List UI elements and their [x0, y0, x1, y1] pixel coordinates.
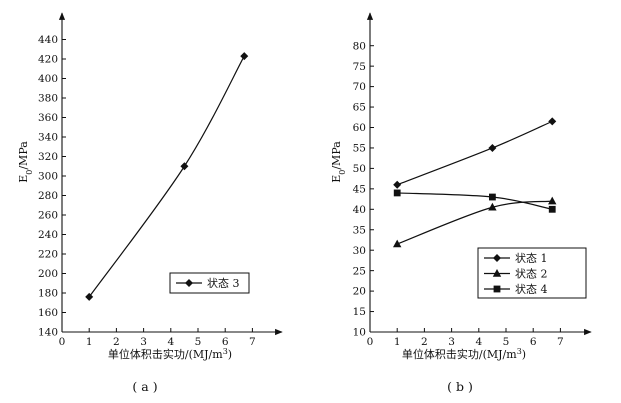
panel-a-y-tick-label: 380 [38, 93, 58, 105]
panel-a-x-tick-label: 5 [195, 336, 202, 348]
panel-b-y-tick-label: 55 [353, 143, 366, 155]
panel-b-series-2-point [393, 239, 402, 248]
panel-b-legend-marker-2 [492, 269, 502, 277]
panel-b-y-tick-label: 65 [353, 102, 366, 114]
panel-b-y-tick-label: 60 [353, 122, 366, 134]
panel-b-y-tick-label: 30 [353, 245, 366, 257]
panel-b-legend-label-3: 状态 4 [515, 282, 548, 296]
panel-a-legend-marker-1 [185, 279, 193, 287]
panel-a-y-tick-label: 320 [38, 151, 58, 163]
chart-panel-b: E0/MPa 单位体积击实功/(MJ/m3) ( b ) 0 1 2 3 4 5 6 7101… [330, 12, 592, 394]
panel-b-y-tick-label: 80 [353, 40, 366, 52]
panel-a-y-tick-label: 300 [38, 171, 58, 183]
panel-b-x-tick-label: 5 [503, 336, 510, 348]
panel-a-x-tick-label: 1 [86, 336, 93, 348]
panel-a-x-tick-label: 0 [59, 336, 66, 348]
panel-a-caption: ( a ) [132, 379, 157, 394]
panel-b-x-tick-label: 0 [367, 336, 374, 348]
panel-b-series-2-point [488, 202, 497, 211]
panel-b-y-tick-label: 15 [353, 306, 366, 318]
panel-a-y-tick-label: 360 [38, 112, 58, 124]
panel-a-legend [169, 272, 250, 294]
chart-panel-a: E0/MPa 单位体积击实功/(MJ/m3) ( a ) 0 1 2 3 4 5 6 7 140… [17, 12, 283, 394]
panel-a-y-tick-label: 340 [38, 132, 58, 144]
panel-b-y-tick-label: 20 [353, 286, 366, 298]
panel-a-ylabel: E0/MPa [17, 141, 34, 183]
panel-b-y-tick-label: 25 [353, 265, 366, 277]
panel-a-y-tick-label: 280 [38, 190, 58, 202]
panel-b-x-tick-label: 7 [557, 336, 564, 348]
panel-a-y-tick-label: 160 [38, 307, 58, 319]
panel-b-caption: ( b ) [447, 379, 473, 394]
panel-a-series-1-point [85, 292, 94, 301]
panel-b-legend-label-2: 状态 2 [515, 267, 548, 281]
panel-a-series-1-line [88, 55, 245, 298]
panel-a-x-tick-label: 7 [249, 336, 256, 348]
panel-b-ylabel: E0/MPa [330, 141, 347, 183]
panel-a-y-tick-label: 240 [38, 229, 58, 241]
panel-b-series-2-point [548, 196, 557, 205]
panel-b-y-tick-label: 40 [353, 204, 366, 216]
panel-b-legend-marker-1 [493, 254, 501, 262]
panel-a-x-tick-label: 6 [222, 336, 229, 348]
panel-a-y-tick-label: 180 [38, 288, 58, 300]
panel-b-x-tick-label: 1 [394, 336, 401, 348]
panel-a-y-tick-label: 400 [38, 73, 58, 85]
panel-a-legend-label-1: 状态 3 [207, 276, 240, 290]
panel-b-series-1-point [488, 143, 497, 152]
panel-a-series-1-point [240, 52, 249, 61]
panel-b-y-tick-label: 45 [353, 183, 366, 195]
panel-b-y-tick-label: 70 [353, 81, 366, 93]
panel-b-series-1-point [393, 180, 402, 189]
panel-a-y-tick-label: 200 [38, 268, 58, 280]
panel-b-legend-marker-3 [493, 285, 501, 293]
panel-b-series-3-line [397, 192, 553, 210]
panel-b-x-tick-label: 6 [530, 336, 537, 348]
panel-b-y-tick-label: 50 [353, 163, 366, 175]
panel-b-x-tick-label: 2 [421, 336, 428, 348]
panel-a-x-tick-label: 4 [167, 336, 174, 348]
panel-a-y-tick-label: 420 [38, 54, 58, 66]
panel-b-series-3-point [489, 193, 496, 201]
panel-b-x-tick-label: 3 [448, 336, 455, 348]
panel-a-y-tick-label: 440 [38, 34, 58, 46]
panel-a-xlabel: 单位体积击实功/(MJ/m3) [108, 347, 232, 362]
panel-b-series-1-line [396, 120, 553, 186]
panel-a-series-1-point [180, 162, 189, 171]
panel-b-series-3-point [548, 205, 556, 213]
panel-b-y-tick-label: 35 [353, 224, 366, 236]
panel-b-y-tick-label: 10 [353, 327, 366, 339]
panel-b-x-tick-label: 4 [475, 336, 482, 348]
panel-a-x-tick-label: 3 [140, 336, 147, 348]
panel-a-y-tick-label: 140 [38, 327, 58, 339]
panel-a-y-tick-label: 260 [38, 210, 58, 222]
panel-b-series-3-point [393, 189, 401, 197]
panel-b-y-tick-label: 75 [353, 61, 366, 73]
panel-a-x-tick-label: 2 [113, 336, 120, 348]
panel-b-series-1-point [548, 117, 557, 126]
panel-b-legend-label-1: 状态 1 [515, 251, 548, 265]
panel-b-series-2-line [396, 200, 553, 245]
panel-b-xlabel: 单位体积击实功/(MJ/m3) [402, 347, 526, 362]
panel-a-y-tick-label: 220 [38, 249, 58, 261]
